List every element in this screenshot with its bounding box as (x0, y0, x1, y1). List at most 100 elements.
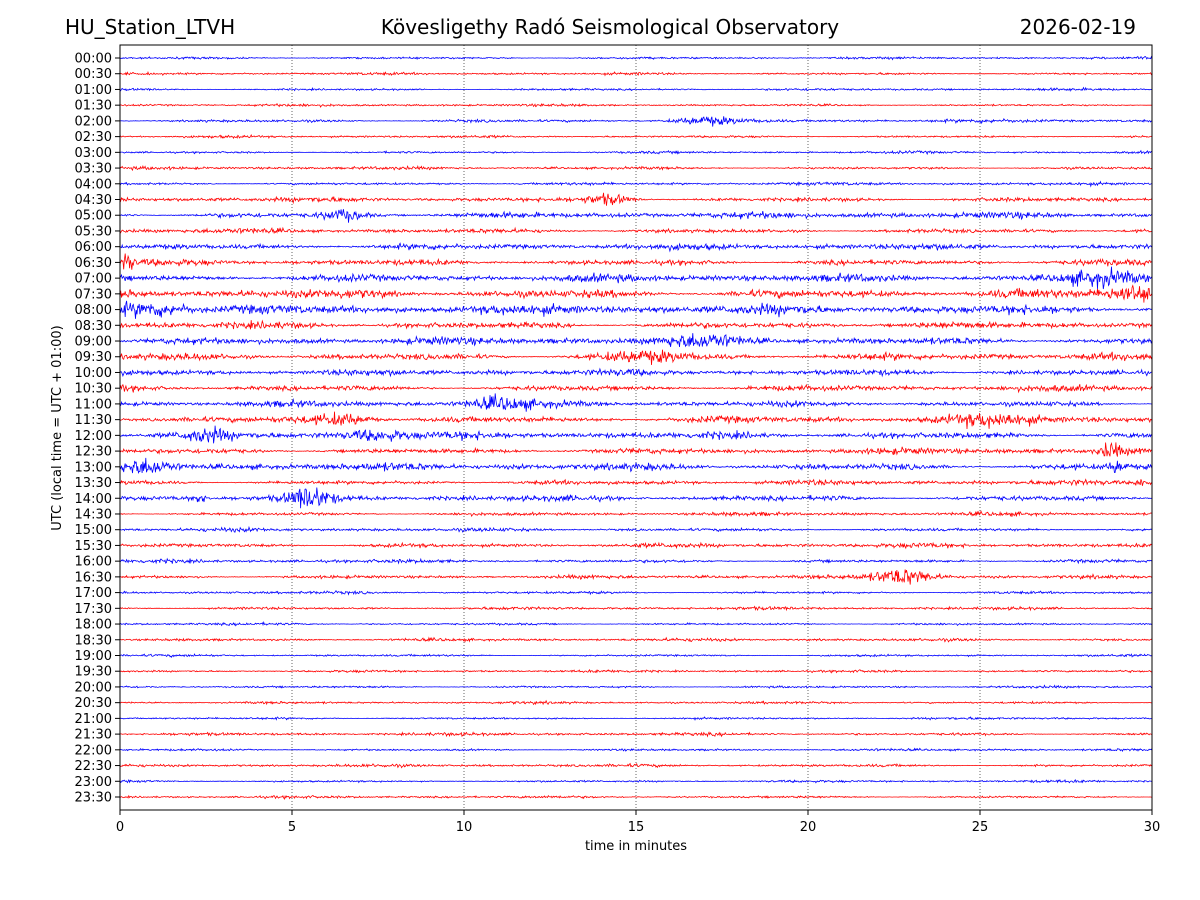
y-tick-label: 20:00 (75, 680, 112, 695)
x-tick-label: 25 (972, 820, 989, 835)
trace-0330 (119, 165, 1153, 172)
trace-0830 (119, 319, 1153, 330)
trace-2230 (119, 762, 1153, 769)
trace-1730 (119, 605, 1153, 612)
x-axis-label: time in minutes (585, 839, 687, 854)
trace-1030 (119, 383, 1153, 394)
trace-0800 (119, 300, 1153, 319)
trace-0400 (119, 180, 1153, 188)
y-tick-label: 08:00 (75, 303, 112, 318)
y-tick-label: 16:00 (75, 555, 112, 570)
trace-1000 (119, 367, 1152, 378)
y-tick-label: 05:00 (75, 209, 112, 224)
trace-0430 (119, 192, 1153, 206)
trace-1700 (119, 589, 1153, 596)
trace-1530 (119, 541, 1153, 550)
y-tick-label: 23:30 (75, 791, 112, 806)
trace-1630 (120, 569, 1153, 585)
trace-1100 (119, 393, 1153, 412)
y-tick-label: 17:00 (75, 586, 112, 601)
y-tick-label: 00:30 (75, 67, 112, 82)
y-tick-label: 11:00 (75, 397, 112, 412)
trace-0500 (119, 209, 1153, 223)
trace-0100 (119, 86, 1153, 92)
y-tick-label: 21:30 (75, 728, 112, 743)
trace-2030 (119, 699, 1153, 706)
y-tick-label: 03:30 (75, 162, 112, 177)
trace-1330 (119, 478, 1153, 487)
y-tick-label: 10:00 (75, 366, 112, 381)
x-tick-label: 20 (800, 820, 817, 835)
x-tick-label: 5 (288, 820, 296, 835)
trace-0030 (119, 70, 1153, 77)
y-tick-label: 04:30 (75, 193, 112, 208)
y-tick-label: 11:30 (75, 413, 112, 428)
y-tick-label: 22:00 (75, 743, 112, 758)
x-tick-label: 15 (628, 820, 645, 835)
y-tick-label: 12:00 (75, 429, 112, 444)
y-tick-label: 01:30 (75, 99, 112, 114)
trace-2200 (119, 747, 1153, 752)
y-tick-label: 15:00 (75, 523, 112, 538)
y-tick-label: 23:00 (75, 775, 112, 790)
y-tick-label: 06:00 (75, 240, 112, 255)
trace-0630 (119, 253, 1153, 270)
trace-2300 (119, 778, 1153, 784)
y-tick-label: 01:00 (75, 83, 112, 98)
trace-0530 (119, 226, 1153, 235)
trace-1900 (119, 653, 1153, 659)
y-tick-label: 15:30 (75, 539, 112, 554)
y-tick-label: 13:00 (75, 460, 112, 475)
trace-1600 (119, 557, 1153, 565)
trace-0200 (119, 116, 1153, 127)
y-tick-label: 14:00 (75, 492, 112, 507)
y-tick-label: 09:30 (75, 350, 112, 365)
y-tick-label: 07:00 (75, 272, 112, 287)
trace-1230 (119, 441, 1153, 457)
y-tick-label: 06:30 (75, 256, 112, 271)
y-tick-label: 03:00 (75, 146, 112, 161)
trace-2100 (119, 716, 1152, 721)
date-title: 2026-02-19 (1019, 15, 1136, 39)
trace-0600 (119, 242, 1153, 253)
trace-2130 (119, 731, 1153, 738)
y-tick-label: 09:00 (75, 335, 112, 350)
trace-0300 (119, 149, 1153, 156)
trace-2000 (119, 684, 1153, 690)
y-tick-label: 12:30 (75, 445, 112, 460)
y-tick-label: 07:30 (75, 287, 112, 302)
trace-1430 (119, 510, 1153, 518)
y-tick-label: 19:00 (75, 649, 112, 664)
y-tick-label: 20:30 (75, 696, 112, 711)
x-tick-label: 10 (456, 820, 473, 835)
y-tick-label: 16:30 (75, 570, 112, 585)
x-tick-label: 0 (116, 820, 124, 835)
y-axis-label: UTC (local time = UTC + 01:00) (50, 325, 65, 530)
trace-1800 (119, 621, 1153, 627)
trace-1200 (119, 425, 1153, 444)
y-tick-label: 18:30 (75, 633, 112, 648)
trace-1500 (119, 525, 1153, 533)
trace-1830 (119, 636, 1153, 643)
y-tick-label: 14:30 (75, 507, 112, 522)
y-tick-label: 10:30 (75, 382, 112, 397)
trace-0000 (119, 55, 1153, 61)
y-tick-label: 08:30 (75, 319, 112, 334)
y-tick-label: 19:30 (75, 665, 112, 680)
trace-0930 (119, 349, 1153, 366)
trace-0130 (119, 102, 1153, 108)
y-tick-label: 18:00 (75, 618, 112, 633)
trace-1300 (119, 457, 1153, 474)
chart-title: Kövesligethy Radó Seismological Observat… (380, 15, 840, 39)
trace-2330 (119, 794, 1152, 801)
y-tick-label: 22:30 (75, 759, 112, 774)
trace-0230 (119, 134, 1153, 140)
trace-1130 (119, 411, 1153, 430)
y-tick-label: 13:30 (75, 476, 112, 491)
y-tick-label: 02:00 (75, 114, 112, 129)
trace-0700 (119, 266, 1153, 290)
y-tick-label: 21:00 (75, 712, 112, 727)
y-tick-label: 04:00 (75, 177, 112, 192)
station-title: HU_Station_LTVH (65, 15, 236, 39)
